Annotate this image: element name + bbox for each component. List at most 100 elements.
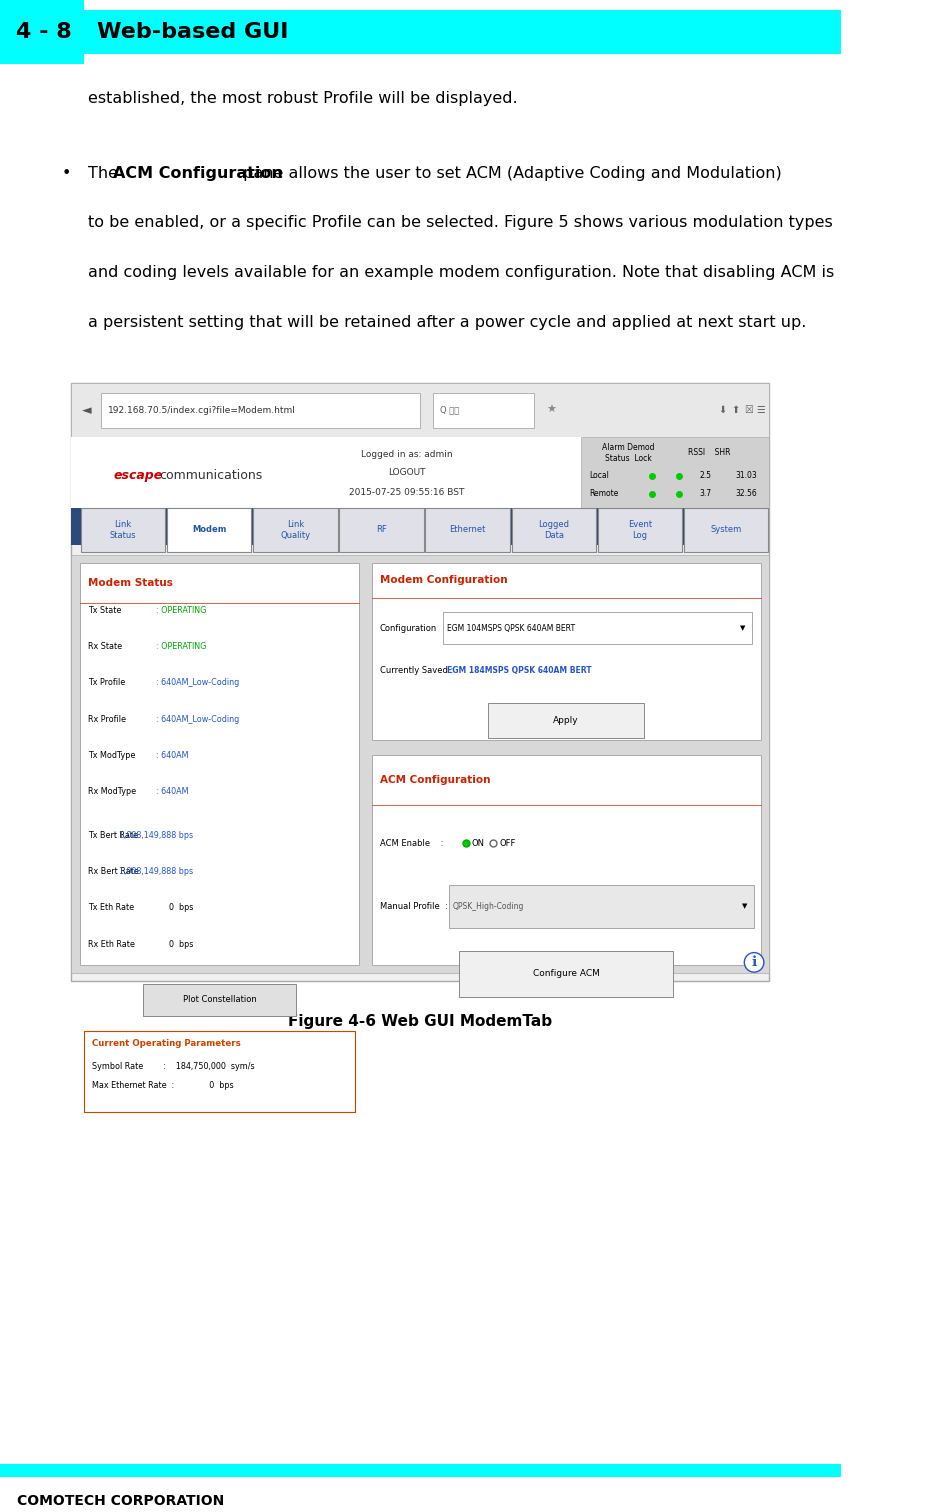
Text: and coding levels available for an example modem configuration. Note that disabl: and coding levels available for an examp… bbox=[88, 265, 834, 280]
Text: Rx State: Rx State bbox=[88, 643, 123, 652]
Text: 31.03: 31.03 bbox=[735, 472, 756, 481]
Text: 192.168.70.5/index.cgi?file=Modem.html: 192.168.70.5/index.cgi?file=Modem.html bbox=[108, 405, 295, 414]
Text: Figure 4-6 Web GUI ModemTab: Figure 4-6 Web GUI ModemTab bbox=[288, 1013, 552, 1028]
Text: QPSK_High-Coding: QPSK_High-Coding bbox=[453, 903, 524, 910]
Text: 0  bps: 0 bps bbox=[168, 904, 193, 912]
Text: RSSI    SHR: RSSI SHR bbox=[687, 448, 729, 457]
Text: Ethernet: Ethernet bbox=[449, 525, 485, 534]
Text: ACM Enable    :: ACM Enable : bbox=[380, 839, 443, 848]
Text: OFF: OFF bbox=[499, 839, 515, 848]
Text: ⬆: ⬆ bbox=[731, 405, 739, 416]
Text: ACM Configuration: ACM Configuration bbox=[113, 165, 283, 180]
Bar bbox=[425, 508, 509, 552]
Text: : 640AM: : 640AM bbox=[155, 751, 188, 761]
Text: Currently Saved :: Currently Saved : bbox=[380, 667, 453, 676]
Text: Alarm Demod: Alarm Demod bbox=[601, 443, 653, 452]
Bar bbox=[443, 612, 752, 644]
Bar bbox=[71, 383, 768, 980]
Text: ▼: ▼ bbox=[739, 624, 745, 631]
Text: ACM Configuration: ACM Configuration bbox=[380, 776, 490, 785]
Text: The: The bbox=[88, 165, 124, 180]
Text: Status  Lock: Status Lock bbox=[604, 454, 651, 463]
Text: 0  bps: 0 bps bbox=[168, 940, 193, 948]
Bar bbox=[80, 562, 358, 965]
Bar bbox=[0, 1464, 840, 1477]
Bar bbox=[372, 754, 760, 965]
Text: Modem Status: Modem Status bbox=[88, 578, 173, 588]
Bar bbox=[432, 393, 534, 428]
Text: Logged in as: admin: Logged in as: admin bbox=[360, 451, 452, 460]
Text: to be enabled, or a specific Profile can be selected. Figure 5 shows various mod: to be enabled, or a specific Profile can… bbox=[88, 215, 832, 230]
Text: Remote: Remote bbox=[589, 488, 618, 497]
Text: EGM 104MSPS QPSK 640AM BERT: EGM 104MSPS QPSK 640AM BERT bbox=[446, 623, 575, 632]
Text: Rx Profile: Rx Profile bbox=[88, 715, 126, 724]
Text: ☰: ☰ bbox=[755, 405, 765, 416]
Text: LOGOUT: LOGOUT bbox=[388, 467, 425, 476]
Text: Tx Bert Rate: Tx Bert Rate bbox=[88, 832, 139, 841]
Bar bbox=[339, 508, 423, 552]
Bar bbox=[71, 437, 768, 508]
Text: : OPERATING: : OPERATING bbox=[155, 606, 206, 615]
Text: Event
Log: Event Log bbox=[627, 520, 651, 540]
Bar bbox=[71, 555, 768, 972]
Text: Apply: Apply bbox=[553, 715, 578, 724]
Bar bbox=[84, 9, 840, 54]
Text: •: • bbox=[61, 165, 71, 180]
Bar bbox=[167, 508, 251, 552]
Text: 1,008,149,888 bps: 1,008,149,888 bps bbox=[119, 832, 193, 841]
Text: 3.7: 3.7 bbox=[698, 488, 710, 497]
Text: ◄: ◄ bbox=[81, 404, 91, 417]
Text: Plot Constellation: Plot Constellation bbox=[183, 995, 256, 1004]
Text: communications: communications bbox=[159, 469, 263, 482]
Bar bbox=[71, 508, 768, 544]
Text: established, the most robust Profile will be displayed.: established, the most robust Profile wil… bbox=[88, 91, 518, 106]
Bar bbox=[448, 886, 753, 927]
Text: EGM 184MSPS QPSK 640AM BERT: EGM 184MSPS QPSK 640AM BERT bbox=[446, 667, 592, 676]
Text: COMOTECH CORPORATION: COMOTECH CORPORATION bbox=[17, 1494, 224, 1507]
Text: Logged
Data: Logged Data bbox=[537, 520, 569, 540]
Text: Tx ModType: Tx ModType bbox=[88, 751, 136, 761]
Text: Q 검색: Q 검색 bbox=[439, 405, 459, 414]
Text: pane allows the user to set ACM (Adaptive Coding and Modulation): pane allows the user to set ACM (Adaptiv… bbox=[238, 165, 781, 180]
Bar bbox=[597, 508, 681, 552]
Bar bbox=[0, 0, 84, 64]
Bar bbox=[80, 508, 165, 552]
Text: Modem Configuration: Modem Configuration bbox=[380, 576, 507, 585]
Bar bbox=[372, 562, 760, 739]
Text: Web-based GUI: Web-based GUI bbox=[96, 21, 287, 42]
Text: Current Operating Parameters: Current Operating Parameters bbox=[93, 1039, 241, 1048]
Bar bbox=[511, 508, 595, 552]
Text: 32.56: 32.56 bbox=[735, 488, 756, 497]
Text: ☒: ☒ bbox=[743, 405, 752, 416]
Bar bbox=[84, 1031, 355, 1111]
Text: RF: RF bbox=[375, 525, 387, 534]
Text: Tx Eth Rate: Tx Eth Rate bbox=[88, 904, 134, 912]
Bar bbox=[683, 508, 768, 552]
Bar bbox=[580, 437, 768, 508]
Bar bbox=[101, 393, 420, 428]
Text: Rx ModType: Rx ModType bbox=[88, 788, 137, 797]
Text: escape: escape bbox=[113, 469, 163, 482]
Bar bbox=[253, 508, 337, 552]
Text: 1,008,149,888 bps: 1,008,149,888 bps bbox=[119, 868, 193, 877]
Text: ★: ★ bbox=[546, 405, 556, 416]
Text: Link
Status: Link Status bbox=[110, 520, 136, 540]
Text: : 640AM_Low-Coding: : 640AM_Low-Coding bbox=[155, 679, 239, 688]
Text: Rx Bert Rate: Rx Bert Rate bbox=[88, 868, 139, 877]
Text: Modem: Modem bbox=[192, 525, 227, 534]
Text: Configuration: Configuration bbox=[380, 623, 437, 632]
Bar bbox=[142, 983, 296, 1016]
Text: 2015-07-25 09:55:16 BST: 2015-07-25 09:55:16 BST bbox=[348, 488, 463, 496]
Text: ⬇: ⬇ bbox=[718, 405, 726, 416]
Text: a persistent setting that will be retained after a power cycle and applied at ne: a persistent setting that will be retain… bbox=[88, 314, 806, 330]
Text: System: System bbox=[709, 525, 741, 534]
Text: Tx State: Tx State bbox=[88, 606, 122, 615]
Text: 2.5: 2.5 bbox=[698, 472, 710, 481]
Text: 4 - 8: 4 - 8 bbox=[16, 21, 71, 42]
Bar bbox=[488, 703, 643, 738]
Text: Rx Eth Rate: Rx Eth Rate bbox=[88, 940, 135, 948]
Text: Manual Profile  :: Manual Profile : bbox=[380, 903, 447, 910]
Text: : 640AM_Low-Coding: : 640AM_Low-Coding bbox=[155, 715, 239, 724]
Text: Symbol Rate        :    184,750,000  sym/s: Symbol Rate : 184,750,000 sym/s bbox=[93, 1061, 255, 1070]
Bar bbox=[459, 951, 673, 996]
